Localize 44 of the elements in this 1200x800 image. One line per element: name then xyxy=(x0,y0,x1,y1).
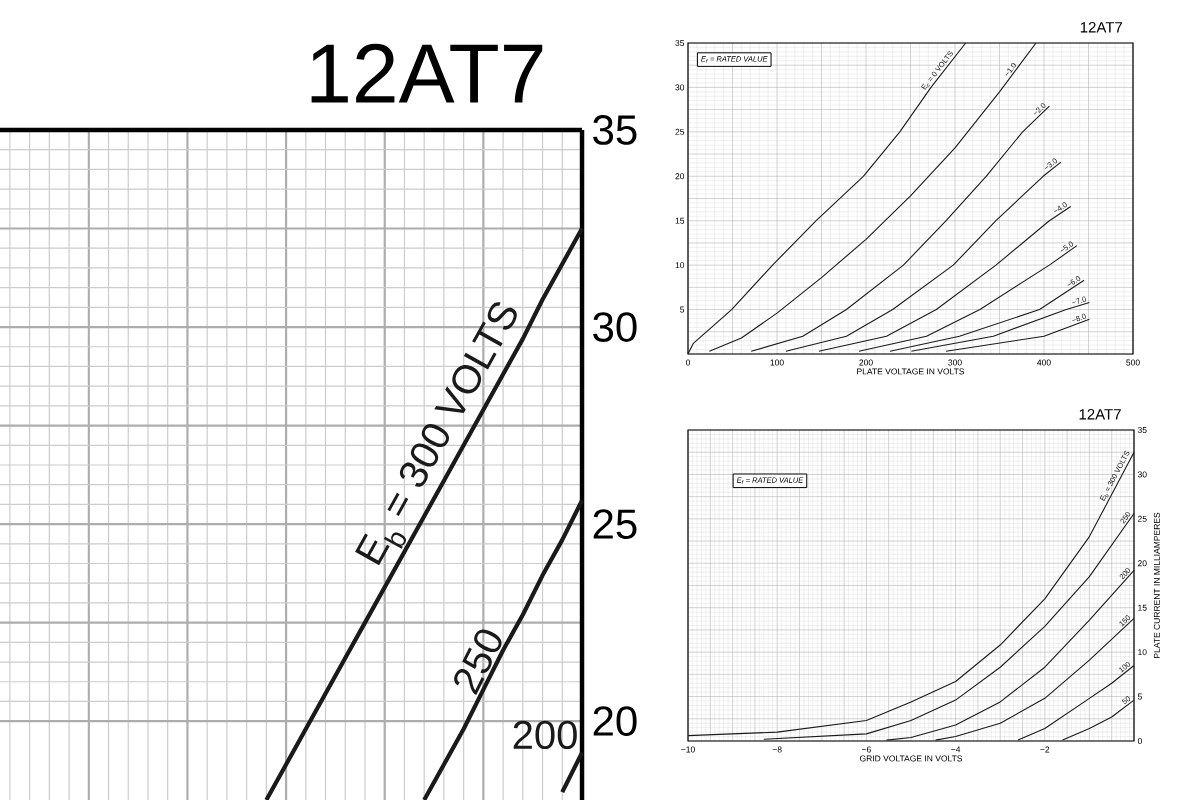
y-tick-label: 20 xyxy=(593,706,637,737)
line-series xyxy=(687,42,967,355)
x-tick-label: 500 xyxy=(1126,359,1140,366)
y-tick-label: 25 xyxy=(593,509,637,539)
x-tick-label: −10 xyxy=(681,746,695,753)
x-tick-label: 400 xyxy=(1037,359,1051,366)
y-tick-label: 30 xyxy=(675,84,685,91)
line-series xyxy=(1017,664,1135,741)
line-series xyxy=(934,617,1135,741)
x-tick-label: 200 xyxy=(859,359,873,366)
y-tick-label: 25 xyxy=(1137,515,1147,522)
y-tick-label: 10 xyxy=(675,262,685,269)
y-tick-label: 15 xyxy=(675,217,685,224)
x-tick-label: 100 xyxy=(770,359,784,366)
y-tick-label: 20 xyxy=(1137,560,1147,567)
line-series xyxy=(885,569,1135,741)
x-tick-label: −6 xyxy=(861,746,871,753)
y-axis-title: PLATE CURRENT IN MILLIAMPERES xyxy=(1153,512,1160,658)
x-tick-label: 0 xyxy=(685,359,691,366)
y-tick-label: 0 xyxy=(1137,737,1142,744)
y-tick-label: 15 xyxy=(1138,604,1147,611)
line-series xyxy=(687,451,1135,737)
line-series xyxy=(422,498,585,800)
y-tick-label: 5 xyxy=(1137,693,1142,700)
y-tick-label: 5 xyxy=(680,306,685,313)
line-series xyxy=(763,512,1135,740)
x-tick-label: −8 xyxy=(772,746,782,753)
y-tick-label: 30 xyxy=(593,312,637,342)
chart-title: 12AT7 xyxy=(311,43,543,103)
y-tick-label: 20 xyxy=(675,173,685,180)
y-tick-label: 35 xyxy=(675,39,685,46)
text: 250 xyxy=(454,629,502,695)
x-axis-title: GRID VOLTAGE IN VOLTS xyxy=(859,755,963,762)
x-tick-label: −2 xyxy=(1040,746,1050,753)
y-tick-label: 35 xyxy=(1137,426,1147,433)
y-tick-label: 35 xyxy=(593,115,637,145)
y-tick-label: 30 xyxy=(1137,471,1147,478)
x-tick-label: −4 xyxy=(951,746,961,753)
chart-title: 12AT7 xyxy=(1079,408,1121,420)
y-tick-label: 10 xyxy=(1138,649,1147,656)
chart-title: 12AT7 xyxy=(1080,21,1123,33)
x-tick-label: 300 xyxy=(948,359,962,366)
x-axis-title: PLATE VOLTAGE IN VOLTS xyxy=(857,368,965,375)
y-tick-label: 25 xyxy=(675,128,685,135)
